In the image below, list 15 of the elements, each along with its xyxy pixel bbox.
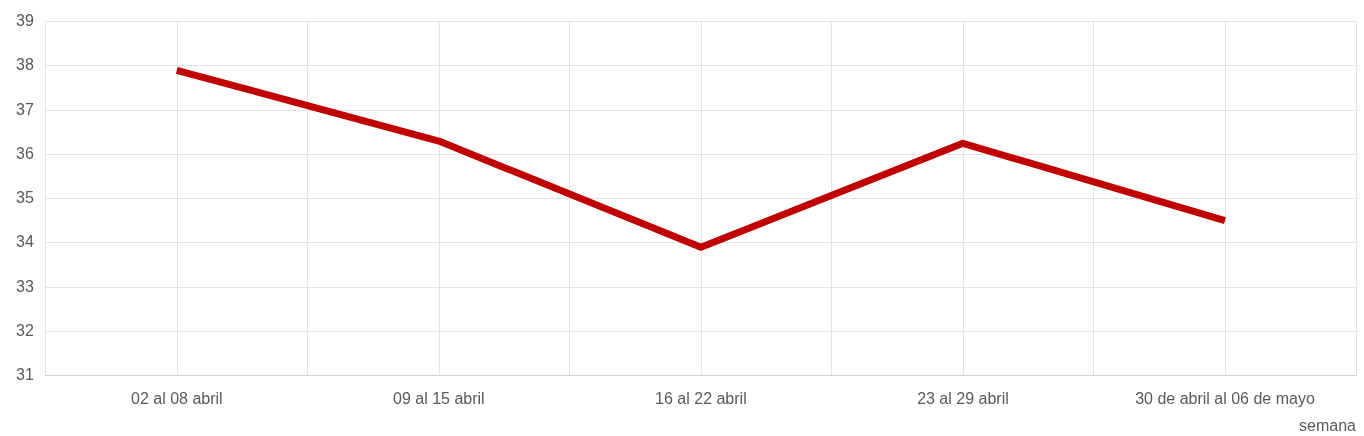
x-tick-label: 30 de abril al 06 de mayo (1135, 389, 1315, 407)
y-tick-label: 32 (16, 321, 34, 339)
y-tick-label: 39 (16, 12, 34, 30)
x-tick-label: 23 al 29 abril (917, 389, 1009, 407)
y-tick-label: 38 (16, 56, 34, 74)
x-tick-label: 09 al 15 abril (393, 389, 485, 407)
y-tick-label: 31 (16, 366, 34, 384)
x-tick-label: 16 al 22 abril (655, 389, 747, 407)
x-tick-label: 02 al 08 abril (131, 389, 223, 407)
x-axis-title: semana (1299, 416, 1357, 434)
y-tick-label: 35 (16, 189, 34, 207)
y-tick-label: 37 (16, 100, 34, 118)
y-tick-label: 33 (16, 277, 34, 295)
y-tick-label: 36 (16, 144, 34, 162)
y-tick-label: 34 (16, 233, 34, 251)
